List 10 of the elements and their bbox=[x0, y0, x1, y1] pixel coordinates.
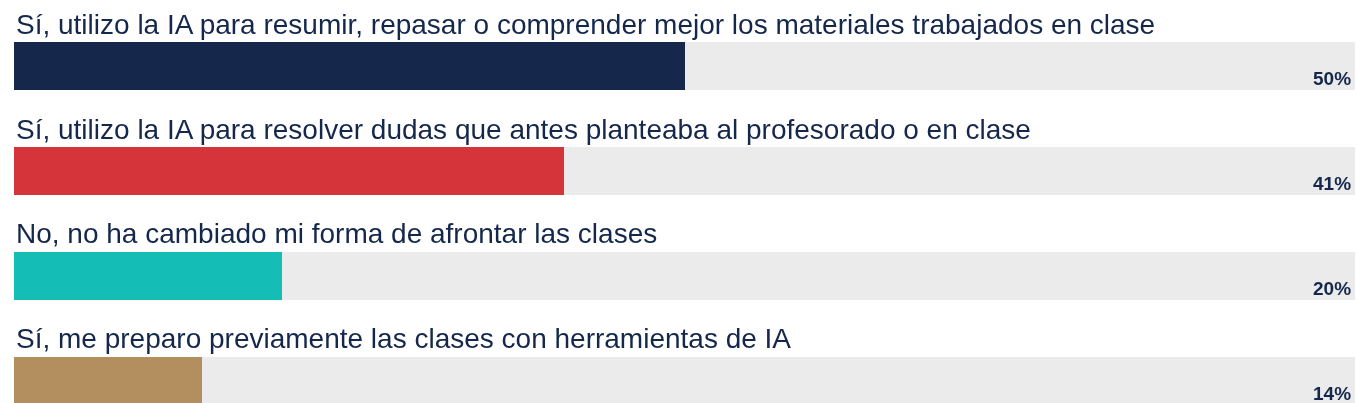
data-label: 41% bbox=[1313, 173, 1352, 194]
y-tick-label: Sí, me preparo previamente las clases con herramientas de IA bbox=[16, 323, 792, 354]
data-label: 50% bbox=[1313, 68, 1352, 89]
data-label: 20% bbox=[1313, 278, 1352, 299]
y-tick-label: Sí, utilizo la IA para resumir, repasar o comprender mejor los materiales trabajados en clase bbox=[16, 9, 1156, 40]
bar bbox=[14, 357, 202, 403]
y-tick-label: No, no ha cambiado mi forma de afrontar las clases bbox=[16, 218, 658, 249]
bar bbox=[14, 252, 282, 300]
data-label: 14% bbox=[1313, 383, 1352, 403]
y-tick-label: Sí, utilizo la IA para resolver dudas que antes planteaba al profesorado o en clase bbox=[16, 114, 1031, 145]
